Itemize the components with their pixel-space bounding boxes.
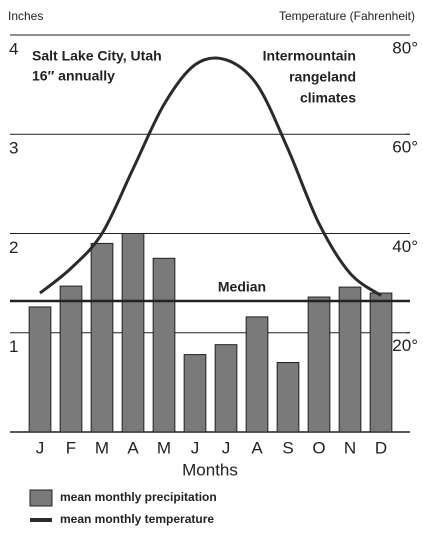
y2-axis-label: Temperature (Fahrenheit) xyxy=(279,9,415,23)
temperature-line xyxy=(39,56,382,297)
y-tick-label: 2 xyxy=(9,238,18,257)
legend-label: mean monthly precipitation xyxy=(60,490,217,504)
bar xyxy=(59,285,83,433)
x-tick-label: M xyxy=(95,438,109,457)
legend-label: mean monthly temperature xyxy=(60,512,214,526)
x-tick-label: D xyxy=(375,438,387,457)
x-tick-label: J xyxy=(222,438,231,457)
bar xyxy=(307,296,331,433)
x-tick-label: J xyxy=(191,438,200,457)
y-axis-label: Inches xyxy=(8,9,43,23)
x-tick-label: S xyxy=(282,438,293,457)
y2-tick-label: 60° xyxy=(392,138,418,157)
y2-tick-label: 20° xyxy=(392,336,418,355)
x-axis-label: Months xyxy=(182,460,238,479)
bar xyxy=(369,292,393,433)
x-tick-label: O xyxy=(312,438,325,457)
chart-subtitle: 16″ annually xyxy=(32,68,115,84)
chart-title: Salt Lake City, Utah xyxy=(32,48,162,64)
annotation: Intermountain xyxy=(263,48,356,64)
x-tick-label: M xyxy=(157,438,171,457)
bar xyxy=(183,354,207,433)
x-tick-label: J xyxy=(36,438,45,457)
y-tick-label: 3 xyxy=(9,139,18,158)
bar xyxy=(214,344,238,433)
y2-tick-label: 80° xyxy=(392,38,418,57)
bar xyxy=(90,242,114,433)
bar xyxy=(276,362,300,433)
x-tick-label: F xyxy=(66,438,76,457)
y-tick-label: 4 xyxy=(9,39,18,58)
bar xyxy=(28,306,52,433)
annotation: climates xyxy=(300,90,356,106)
y-tick-label: 1 xyxy=(9,337,18,356)
bar xyxy=(245,316,269,433)
bar xyxy=(338,286,362,433)
x-tick-label: A xyxy=(251,438,263,457)
x-tick-label: A xyxy=(127,438,139,457)
legend-swatch xyxy=(29,489,53,507)
bar xyxy=(152,257,176,433)
x-tick-label: N xyxy=(344,438,356,457)
bar xyxy=(121,233,145,433)
annotation: rangeland xyxy=(289,69,356,85)
y2-tick-label: 40° xyxy=(392,237,418,256)
median-label: Median xyxy=(218,279,266,295)
